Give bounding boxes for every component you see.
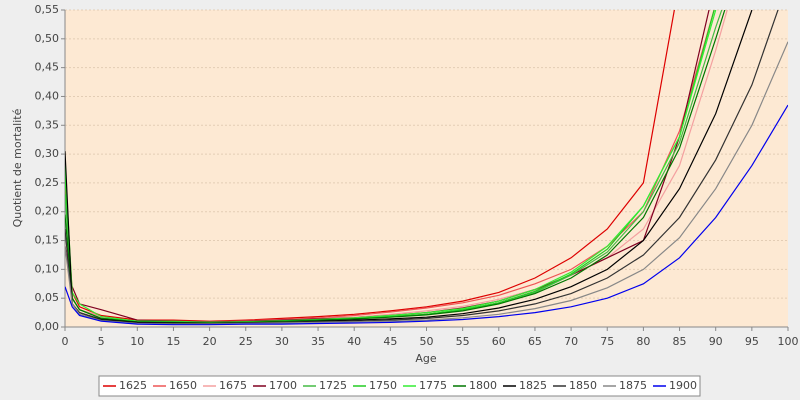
x-tick-label: 100 (778, 335, 799, 348)
x-tick-label: 90 (709, 335, 723, 348)
x-tick-label: 15 (166, 335, 180, 348)
x-tick-label: 10 (130, 335, 144, 348)
x-tick-label: 75 (600, 335, 614, 348)
legend-label: 1700 (269, 379, 297, 392)
x-tick-label: 5 (98, 335, 105, 348)
legend-label: 1675 (219, 379, 247, 392)
x-tick-label: 20 (203, 335, 217, 348)
x-tick-label: 65 (528, 335, 542, 348)
y-tick-label: 0,20 (35, 205, 60, 218)
legend-label: 1650 (169, 379, 197, 392)
legend-label: 1725 (319, 379, 347, 392)
legend-label: 1775 (419, 379, 447, 392)
y-tick-label: 0,05 (35, 291, 60, 304)
y-tick-label: 0,40 (35, 89, 60, 102)
x-tick-label: 0 (62, 335, 69, 348)
legend-label: 1875 (619, 379, 647, 392)
x-tick-label: 30 (275, 335, 289, 348)
y-tick-label: 0,35 (35, 118, 60, 131)
y-tick-label: 0,55 (35, 3, 60, 16)
y-axis-label: Quotient de mortalité (11, 108, 24, 227)
series-line (65, 10, 726, 324)
legend-label: 1900 (669, 379, 697, 392)
y-tick-label: 0,15 (35, 234, 60, 247)
legend-label: 1825 (519, 379, 547, 392)
x-tick-label: 45 (383, 335, 397, 348)
legend-label: 1750 (369, 379, 397, 392)
x-tick-label: 55 (456, 335, 470, 348)
legend-label: 1850 (569, 379, 597, 392)
y-tick-label: 0,45 (35, 61, 60, 74)
x-tick-label: 95 (745, 335, 759, 348)
series-line (65, 10, 717, 324)
y-tick-label: 0,50 (35, 32, 60, 45)
x-tick-label: 60 (492, 335, 506, 348)
x-axis-label: Age (415, 352, 437, 365)
y-tick-label: 0,30 (35, 147, 60, 160)
series-line (65, 10, 675, 322)
x-tick-label: 80 (636, 335, 650, 348)
series-line (65, 104, 788, 326)
x-tick-label: 25 (239, 335, 253, 348)
legend (98, 375, 701, 397)
x-tick-label: 35 (311, 335, 325, 348)
x-tick-label: 50 (420, 335, 434, 348)
plot-area (65, 10, 788, 327)
y-tick-label: 0,10 (35, 262, 60, 275)
x-tick-label: 85 (673, 335, 687, 348)
y-tick-label: 0,00 (35, 320, 60, 333)
y-tick-label: 0,25 (35, 176, 60, 189)
legend-label: 1800 (469, 379, 497, 392)
series-group (65, 10, 788, 326)
x-tick-label: 70 (564, 335, 578, 348)
legend-label: 1625 (119, 379, 147, 392)
x-tick-label: 40 (347, 335, 361, 348)
